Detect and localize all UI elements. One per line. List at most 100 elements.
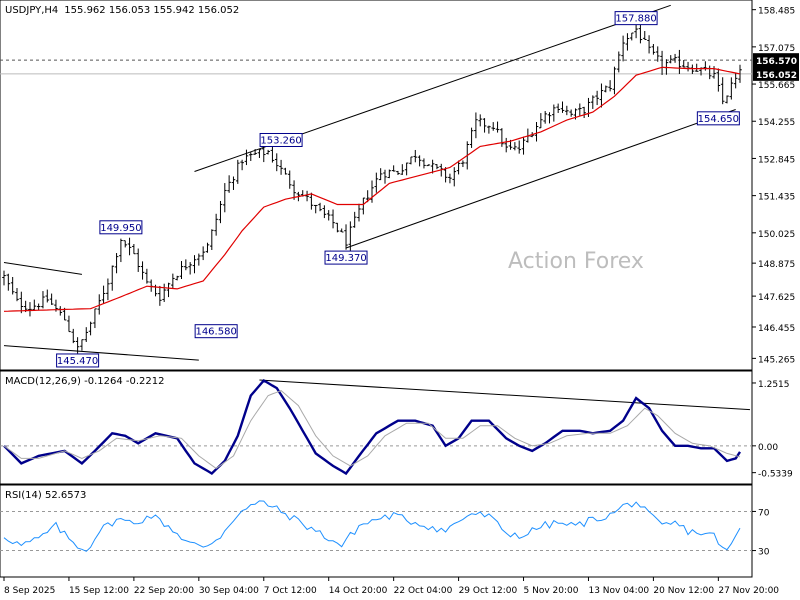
ohlc-bar (452, 167, 457, 187)
ohlc-bar (720, 77, 725, 105)
ohlc-bar (443, 167, 448, 183)
time-tick-label: 22 Sep 20:00 (134, 586, 194, 596)
ohlc-bar (88, 321, 93, 336)
macd-panel-frame (0, 370, 753, 485)
ohlc-bar (495, 121, 500, 133)
ohlc-bar (93, 308, 97, 329)
ohlc-bar (257, 149, 262, 158)
svg-text:145.470: 145.470 (57, 356, 98, 367)
moving-average-line (3, 66, 741, 312)
ohlc-bar (305, 190, 309, 202)
ohlc-bar (478, 114, 483, 127)
macd-line (3, 378, 742, 476)
rsi-line (3, 500, 741, 552)
macd-signal-line (3, 390, 741, 470)
ohlc-bar (694, 63, 699, 72)
swing-price-label: 146.580 (194, 324, 238, 339)
ohlc-bar (612, 66, 617, 95)
ohlc-bar (127, 237, 132, 256)
swing-price-label: 157.880 (614, 11, 658, 26)
symbol-title: USDJPY,H4 155.962 156.053 155.942 156.052 (5, 5, 239, 16)
ohlc-bar (461, 160, 465, 168)
ohlc-bar (599, 83, 604, 108)
ohlc-bar (10, 276, 15, 295)
ohlc-bar (101, 285, 106, 304)
ohlc-bar (651, 44, 656, 55)
ohlc-bar (608, 80, 612, 92)
ohlc-bar (240, 159, 244, 171)
ohlc-bar (28, 302, 32, 317)
ohlc-bar (621, 35, 625, 62)
ohlc-bar (361, 197, 366, 215)
ohlc-bar (625, 33, 630, 51)
price-tag-label: 156.052 (756, 71, 797, 81)
ohlc-bar (140, 261, 145, 280)
ohlc-bar (491, 122, 496, 131)
ohlc-bar (482, 118, 487, 133)
ohlc-bar (404, 162, 409, 176)
ohlc-bar (560, 101, 565, 113)
time-tick-label: 14 Oct 20:00 (329, 586, 388, 596)
ohlc-bar (335, 222, 340, 233)
ohlc-bar (500, 128, 504, 147)
ohlc-bar (422, 158, 426, 169)
ohlc-bar (469, 127, 474, 148)
ohlc-bar (231, 176, 236, 190)
ohlc-bar (547, 112, 552, 124)
macd-tick-label: 0.00 (758, 443, 778, 453)
ohlc-bar (591, 95, 595, 109)
ohlc-bar (681, 60, 686, 68)
symbol-name: USDJPY,H4 (5, 5, 58, 16)
ohlc-bar (344, 224, 348, 250)
ohlc-bar (543, 111, 547, 124)
price-tag-box (753, 66, 799, 81)
time-tick-label: 7 Oct 12:00 (264, 586, 317, 596)
ohlc-bar (582, 106, 586, 119)
ohlc-bar (322, 205, 327, 219)
ohlc-bar (41, 291, 45, 309)
ohlc-bar (435, 164, 439, 170)
rsi-title: RSI(14) 52.6573 (5, 490, 86, 501)
price-panel: Action Forex 149.950 146.580 145.470 153.26… (0, 0, 799, 371)
ohlc-bar (75, 337, 80, 354)
rsi-panel: 70 30 RSI(14) 52.6573 (0, 484, 770, 578)
price-tick-label: 146.455 (758, 324, 795, 334)
ohlc-values: 155.962 156.053 155.942 156.052 (64, 5, 239, 16)
ohlc-bar (223, 183, 227, 213)
ohlc-bar (331, 209, 335, 229)
ohlc-bar (6, 273, 11, 291)
ohlc-bar (218, 200, 223, 224)
ohlc-bar (123, 240, 128, 248)
ohlc-bar (136, 248, 141, 272)
macd-panel: 1.2515 0.00 -0.5339 MACD(12,26,9) -0.1264 … (0, 370, 793, 485)
ohlc-bar (84, 327, 89, 342)
ohlc-bar (2, 270, 6, 286)
ohlc-bar (106, 278, 110, 301)
ohlc-bar (673, 53, 677, 63)
rsi-tick-label: 30 (758, 548, 770, 558)
time-tick-label: 30 Sep 04:00 (199, 586, 259, 596)
ohlc-bar (80, 339, 84, 351)
ohlc-bar (539, 113, 543, 129)
ohlc-bar (19, 291, 24, 314)
rsi-panel-frame (0, 484, 753, 578)
swing-price-label: 154.650 (696, 111, 740, 126)
macd-tick-label: -0.5339 (758, 470, 793, 480)
ohlc-bar (383, 169, 387, 184)
channel-trend-line (3, 261, 83, 275)
svg-text:154.650: 154.650 (698, 114, 739, 125)
price-tick-label: 145.265 (758, 355, 795, 365)
ohlc-bar (292, 180, 296, 200)
ohlc-bar (45, 289, 50, 303)
ohlc-bar (668, 55, 673, 64)
ohlc-bar (595, 90, 599, 106)
ohlc-bar (309, 192, 314, 210)
ohlc-bar (188, 262, 192, 275)
swing-price-label: 145.470 (56, 353, 100, 368)
macd-trend-line (259, 379, 751, 411)
svg-text:153.260: 153.260 (260, 135, 301, 146)
ohlc-bar (210, 229, 214, 251)
ohlc-bar (158, 285, 162, 306)
swing-price-label: 149.370 (324, 250, 368, 265)
